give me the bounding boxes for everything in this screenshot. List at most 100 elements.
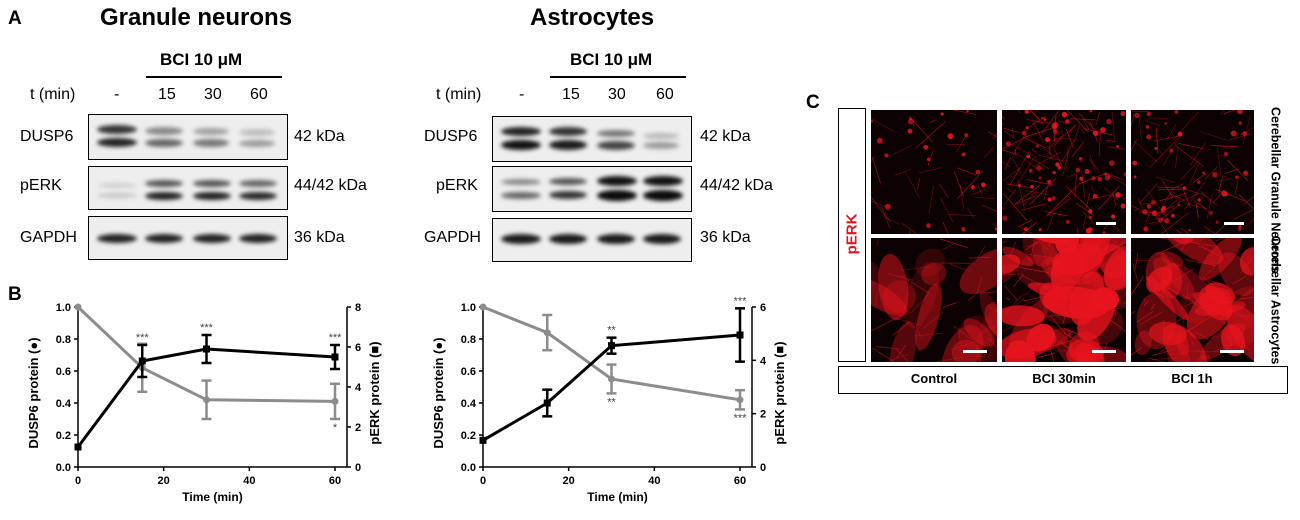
blot-dusp6-neurons: [88, 114, 288, 160]
perk-point: [74, 443, 82, 451]
astrocyte-fiber: [1152, 348, 1176, 356]
cell-body: [1224, 151, 1229, 157]
astrocyte-fiber: [1108, 318, 1126, 333]
neurite: [940, 198, 954, 223]
astrocyte-fiber: [1185, 283, 1189, 302]
neurite: [1193, 200, 1207, 210]
neurite: [1131, 139, 1137, 152]
neurite: [1018, 110, 1021, 114]
neurite: [1012, 126, 1030, 155]
dusp6-point: [543, 329, 551, 337]
neurite: [1152, 211, 1169, 234]
astrocyte-cell: [1136, 292, 1177, 350]
astrocyte-cell: [1002, 305, 1045, 327]
neurite: [1023, 128, 1052, 138]
cell-body: [909, 117, 913, 121]
neurite: [992, 222, 997, 228]
neurite: [1015, 195, 1038, 205]
astrocyte-fiber: [1230, 292, 1236, 294]
astrocyte-fiber: [1093, 240, 1119, 259]
neurite: [1047, 211, 1055, 231]
cell-body: [1164, 122, 1168, 125]
neurite: [1034, 120, 1044, 124]
astrocyte-fiber: [896, 348, 909, 362]
astrocyte-fiber: [1063, 332, 1096, 352]
neurite: [1220, 154, 1227, 158]
astrocyte-fiber: [1055, 348, 1083, 352]
astrocyte-fiber: [1132, 262, 1139, 282]
cell-body: [1052, 170, 1056, 175]
dusp6-point: [74, 303, 82, 311]
astrocyte-fiber: [1080, 249, 1113, 268]
cell-body: [1111, 214, 1116, 219]
cell-body: [1238, 121, 1242, 125]
cell-body: [1023, 227, 1029, 232]
neurite: [1131, 113, 1135, 127]
astrocyte-fiber: [1002, 240, 1008, 244]
neurite: [1149, 137, 1180, 168]
astrocyte-fiber: [1191, 350, 1223, 353]
astrocyte-cell: [979, 290, 997, 336]
column-label-bci1h: BCI 1h: [1171, 371, 1213, 386]
stain-label-box: [838, 108, 866, 362]
time-label-astro: t (min): [436, 86, 482, 103]
astrocyte-fiber: [1047, 306, 1063, 321]
astrocyte-fiber: [1005, 298, 1025, 313]
astrocyte-fiber: [951, 340, 978, 350]
astrocyte-cell: [959, 248, 997, 295]
astrocyte-cell: [1077, 346, 1126, 362]
astrocyte-fiber: [1030, 329, 1042, 332]
astrocyte-fiber: [942, 243, 954, 250]
neurite: [1105, 172, 1124, 181]
cell-body: [995, 227, 997, 231]
astrocyte-fiber: [1140, 311, 1162, 325]
astrocyte-cell: [1131, 327, 1133, 349]
neurite: [1162, 187, 1175, 206]
neurite: [1007, 142, 1036, 158]
neurite: [1178, 193, 1199, 204]
blot-gapdh-neurons: [88, 216, 288, 260]
neurite: [1025, 190, 1048, 195]
cell-body: [1055, 162, 1060, 167]
cell-body: [1035, 144, 1039, 148]
kda-gapdh-astro: 36 kDa: [700, 229, 751, 246]
neurite: [915, 121, 946, 149]
astrocyte-fiber: [1148, 357, 1166, 362]
astrocyte-fiber: [1221, 288, 1233, 296]
y-tick-label-right: 6: [760, 302, 766, 314]
cell-body: [1142, 209, 1148, 215]
astrocyte-fiber: [939, 238, 969, 249]
cell-body: [926, 223, 931, 229]
astrocyte-fiber: [1073, 244, 1089, 254]
astrocyte-fiber: [1098, 285, 1119, 301]
neurite: [938, 183, 949, 199]
astrocyte-cell: [1067, 238, 1103, 256]
cell-body: [1202, 171, 1205, 175]
neurite: [1242, 116, 1251, 144]
cell-body: [908, 118, 914, 125]
astrocyte-fiber: [900, 274, 931, 295]
cell-body: [1154, 146, 1158, 150]
cell-body: [1134, 112, 1140, 119]
cell-body: [1088, 215, 1092, 219]
neurite: [1071, 141, 1085, 157]
astrocyte-cell: [1002, 246, 1034, 267]
cell-body: [1021, 130, 1027, 136]
astrocyte-cell: [903, 261, 940, 329]
x-tick-label: 0: [480, 475, 486, 487]
cell-body: [1143, 226, 1149, 232]
neurite: [893, 144, 914, 155]
astrocyte-fiber: [1224, 324, 1236, 334]
astrocyte-fiber: [1069, 330, 1072, 349]
cell-body: [1036, 165, 1042, 171]
neurite: [905, 171, 921, 200]
astrocyte-cell: [940, 324, 984, 362]
astrocyte-fiber: [987, 304, 997, 313]
time-neurons-30: 30: [204, 86, 222, 103]
astrocyte-cell: [1163, 238, 1224, 265]
neurite: [871, 156, 876, 162]
neurite: [928, 185, 934, 214]
cell-body: [1212, 171, 1218, 178]
column-label-box: [838, 366, 1288, 394]
